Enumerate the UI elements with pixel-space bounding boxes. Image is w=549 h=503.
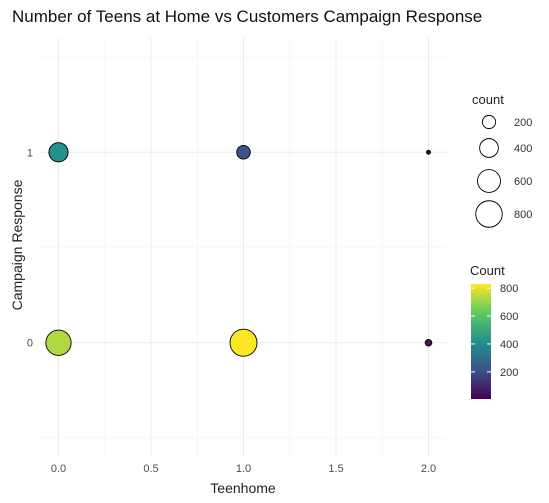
x-tick-label: 1.0 — [236, 463, 251, 475]
chart-title: Number of Teens at Home vs Customers Cam… — [12, 7, 482, 26]
size-legend-label: 600 — [514, 176, 532, 188]
size-legend-label: 800 — [514, 209, 532, 221]
size-legend-title: count — [472, 92, 504, 107]
scatter-point — [236, 145, 251, 160]
color-legend-label: 800 — [500, 283, 518, 295]
size-legend-label: 400 — [514, 143, 532, 155]
color-legend-label: 400 — [500, 339, 518, 351]
scatter-point — [45, 329, 72, 356]
size-legend-circle — [479, 138, 499, 158]
size-legend: count 200 400 600 800 — [472, 92, 532, 228]
size-legend-label: 200 — [514, 117, 532, 129]
points-layer — [45, 142, 433, 357]
color-legend: Count 200 400 600 800 — [470, 263, 518, 399]
size-legend-items: 200 400 600 800 — [475, 114, 532, 228]
y-tick-label: 1 — [27, 147, 33, 159]
y-tick-label: 0 — [27, 338, 33, 350]
color-legend-title: Count — [470, 263, 505, 278]
x-tick-label: 0.5 — [143, 463, 158, 475]
scatter-point — [424, 338, 433, 347]
color-legend-label: 200 — [500, 367, 518, 379]
size-legend-circle — [481, 114, 497, 130]
x-axis-title: Teenhome — [210, 480, 276, 496]
color-legend-label: 600 — [500, 311, 518, 323]
scatter-point — [426, 149, 431, 155]
y-tick-labels: 01 — [27, 147, 33, 349]
size-legend-circle — [477, 169, 501, 193]
x-tick-label: 0.0 — [51, 463, 66, 475]
color-legend-items: 200 400 600 800 — [471, 283, 518, 379]
x-tick-labels: 0.0 0.5 1.0 1.5 2.0 — [51, 463, 436, 475]
y-axis-title: Campaign Response — [9, 179, 25, 310]
x-tick-label: 2.0 — [421, 463, 436, 475]
scatter-point — [229, 328, 258, 357]
colorbar — [471, 284, 491, 399]
grid-layer — [40, 38, 447, 457]
size-legend-circle — [475, 200, 503, 228]
scatter-point — [48, 142, 69, 163]
x-tick-label: 1.5 — [328, 463, 343, 475]
